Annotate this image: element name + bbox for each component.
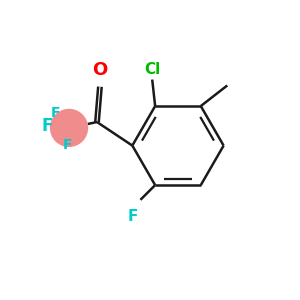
Text: F: F (41, 117, 52, 135)
Text: O: O (92, 61, 108, 79)
Text: F: F (51, 106, 61, 120)
Text: Cl: Cl (144, 61, 160, 76)
Text: F: F (128, 209, 138, 224)
Circle shape (50, 109, 88, 147)
Text: F: F (63, 138, 72, 152)
